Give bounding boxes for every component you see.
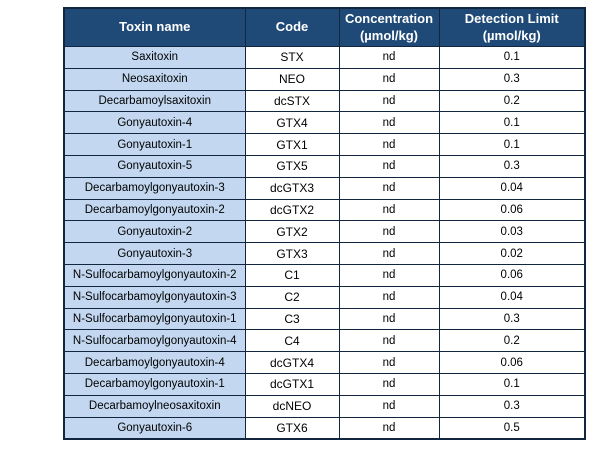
toxin-name-cell: Decarbamoylneosaxitoxin bbox=[63, 394, 246, 418]
detection-limit-cell: 0.1 bbox=[438, 46, 586, 69]
toxin-code-cell: GTX4 bbox=[244, 111, 340, 135]
toxin-name-cell: Neosaxitoxin bbox=[63, 67, 246, 91]
toxin-name-cell: Decarbamoylsaxitoxin bbox=[63, 89, 246, 113]
detection-limit-cell: 0.04 bbox=[438, 285, 586, 309]
toxin-name-cell: Gonyautoxin-6 bbox=[63, 416, 246, 440]
toxin-name-cell: Gonyautoxin-3 bbox=[63, 242, 246, 265]
concentration-cell: nd bbox=[338, 220, 440, 244]
table-row: N-Sulfocarbamoylgonyautoxin-1 C3 nd 0.3 bbox=[63, 307, 586, 331]
detection-limit-cell: 0.3 bbox=[438, 307, 586, 331]
detection-limit-cell: 0.3 bbox=[438, 67, 586, 91]
concentration-cell: nd bbox=[338, 329, 440, 353]
concentration-cell: nd bbox=[338, 176, 440, 200]
concentration-cell: nd bbox=[338, 133, 440, 156]
table-row: Neosaxitoxin NEO nd 0.3 bbox=[63, 67, 586, 91]
table-row: Decarbamoylgonyautoxin-1 dcGTX1 nd 0.1 bbox=[63, 372, 586, 396]
detection-limit-cell: 0.02 bbox=[438, 242, 586, 265]
toxin-code-cell: GTX6 bbox=[244, 416, 340, 440]
toxin-name-cell: Saxitoxin bbox=[63, 46, 246, 69]
toxin-name-cell: Decarbamoylgonyautoxin-2 bbox=[63, 198, 246, 222]
table-row: Decarbamoylgonyautoxin-4 dcGTX4 nd 0.06 bbox=[63, 351, 586, 374]
toxin-name-cell: N-Sulfocarbamoylgonyautoxin-2 bbox=[63, 263, 246, 287]
detection-limit-cell: 0.06 bbox=[438, 263, 586, 287]
table-row: Decarbamoylneosaxitoxin dcNEO nd 0.3 bbox=[63, 394, 586, 418]
toxin-name-cell: N-Sulfocarbamoylgonyautoxin-4 bbox=[63, 329, 246, 353]
table-row: N-Sulfocarbamoylgonyautoxin-3 C2 nd 0.04 bbox=[63, 285, 586, 309]
table-row: N-Sulfocarbamoylgonyautoxin-4 C4 nd 0.2 bbox=[63, 329, 586, 353]
detection-limit-cell: 0.1 bbox=[438, 111, 586, 135]
concentration-cell: nd bbox=[338, 154, 440, 178]
table-row: Gonyautoxin-3 GTX3 nd 0.02 bbox=[63, 242, 586, 265]
table-header-row: Toxin name Code Concentration (µmol/kg) … bbox=[63, 7, 586, 47]
toxin-code-cell: C1 bbox=[244, 263, 340, 287]
toxin-code-cell: GTX1 bbox=[244, 133, 340, 156]
col-header-toxin-name: Toxin name bbox=[63, 7, 246, 47]
detection-limit-cell: 0.1 bbox=[438, 372, 586, 396]
concentration-cell: nd bbox=[338, 394, 440, 418]
toxin-code-cell: dcSTX bbox=[244, 89, 340, 113]
table-row: Decarbamoylgonyautoxin-3 dcGTX3 nd 0.04 bbox=[63, 176, 586, 200]
concentration-cell: nd bbox=[338, 285, 440, 309]
toxin-table-body: Saxitoxin STX nd 0.1 Neosaxitoxin NEO nd… bbox=[63, 46, 586, 440]
table-row: Gonyautoxin-5 GTX5 nd 0.3 bbox=[63, 154, 586, 178]
toxin-code-cell: dcNEO bbox=[244, 394, 340, 418]
table-row: Decarbamoylgonyautoxin-2 dcGTX2 nd 0.06 bbox=[63, 198, 586, 222]
col-header-detection-limit: Detection Limit (µmol/kg) bbox=[438, 7, 586, 47]
toxin-name-cell: Decarbamoylgonyautoxin-1 bbox=[63, 372, 246, 396]
toxin-code-cell: dcGTX1 bbox=[244, 372, 340, 396]
toxin-code-cell: dcGTX4 bbox=[244, 351, 340, 374]
concentration-cell: nd bbox=[338, 67, 440, 91]
table-row: Gonyautoxin-1 GTX1 nd 0.1 bbox=[63, 133, 586, 156]
detection-limit-cell: 0.1 bbox=[438, 133, 586, 156]
concentration-cell: nd bbox=[338, 307, 440, 331]
toxin-name-cell: Decarbamoylgonyautoxin-4 bbox=[63, 351, 246, 374]
table-row: Saxitoxin STX nd 0.1 bbox=[63, 46, 586, 69]
table-row: Decarbamoylsaxitoxin dcSTX nd 0.2 bbox=[63, 89, 586, 113]
detection-limit-cell: 0.06 bbox=[438, 198, 586, 222]
table-row: Gonyautoxin-6 GTX6 nd 0.5 bbox=[63, 416, 586, 440]
toxin-code-cell: GTX3 bbox=[244, 242, 340, 265]
detection-limit-cell: 0.03 bbox=[438, 220, 586, 244]
detection-limit-cell: 0.5 bbox=[438, 416, 586, 440]
toxin-name-cell: Gonyautoxin-2 bbox=[63, 220, 246, 244]
toxin-code-cell: dcGTX2 bbox=[244, 198, 340, 222]
concentration-cell: nd bbox=[338, 416, 440, 440]
toxin-code-cell: C4 bbox=[244, 329, 340, 353]
concentration-cell: nd bbox=[338, 351, 440, 374]
toxin-code-cell: C3 bbox=[244, 307, 340, 331]
concentration-cell: nd bbox=[338, 263, 440, 287]
toxin-name-cell: N-Sulfocarbamoylgonyautoxin-3 bbox=[63, 285, 246, 309]
table-row: N-Sulfocarbamoylgonyautoxin-2 C1 nd 0.06 bbox=[63, 263, 586, 287]
table-row: Gonyautoxin-4 GTX4 nd 0.1 bbox=[63, 111, 586, 135]
toxin-code-cell: STX bbox=[244, 46, 340, 69]
toxin-code-cell: NEO bbox=[244, 67, 340, 91]
detection-limit-cell: 0.2 bbox=[438, 89, 586, 113]
toxin-code-cell: GTX5 bbox=[244, 154, 340, 178]
toxin-name-cell: Gonyautoxin-1 bbox=[63, 133, 246, 156]
detection-limit-cell: 0.2 bbox=[438, 329, 586, 353]
concentration-cell: nd bbox=[338, 111, 440, 135]
toxin-name-cell: N-Sulfocarbamoylgonyautoxin-1 bbox=[63, 307, 246, 331]
col-header-concentration: Concentration (µmol/kg) bbox=[338, 7, 440, 47]
detection-limit-cell: 0.3 bbox=[438, 154, 586, 178]
concentration-cell: nd bbox=[338, 198, 440, 222]
toxin-code-cell: dcGTX3 bbox=[244, 176, 340, 200]
detection-limit-cell: 0.04 bbox=[438, 176, 586, 200]
concentration-cell: nd bbox=[338, 242, 440, 265]
toxin-code-cell: GTX2 bbox=[244, 220, 340, 244]
toxin-code-cell: C2 bbox=[244, 285, 340, 309]
toxin-name-cell: Gonyautoxin-4 bbox=[63, 111, 246, 135]
concentration-cell: nd bbox=[338, 46, 440, 69]
detection-limit-cell: 0.06 bbox=[438, 351, 586, 374]
col-header-code: Code bbox=[244, 7, 340, 47]
concentration-cell: nd bbox=[338, 372, 440, 396]
toxin-name-cell: Decarbamoylgonyautoxin-3 bbox=[63, 176, 246, 200]
concentration-cell: nd bbox=[338, 89, 440, 113]
detection-limit-cell: 0.3 bbox=[438, 394, 586, 418]
toxin-name-cell: Gonyautoxin-5 bbox=[63, 154, 246, 178]
table-row: Gonyautoxin-2 GTX2 nd 0.03 bbox=[63, 220, 586, 244]
toxin-table: Toxin name Code Concentration (µmol/kg) … bbox=[63, 7, 586, 441]
